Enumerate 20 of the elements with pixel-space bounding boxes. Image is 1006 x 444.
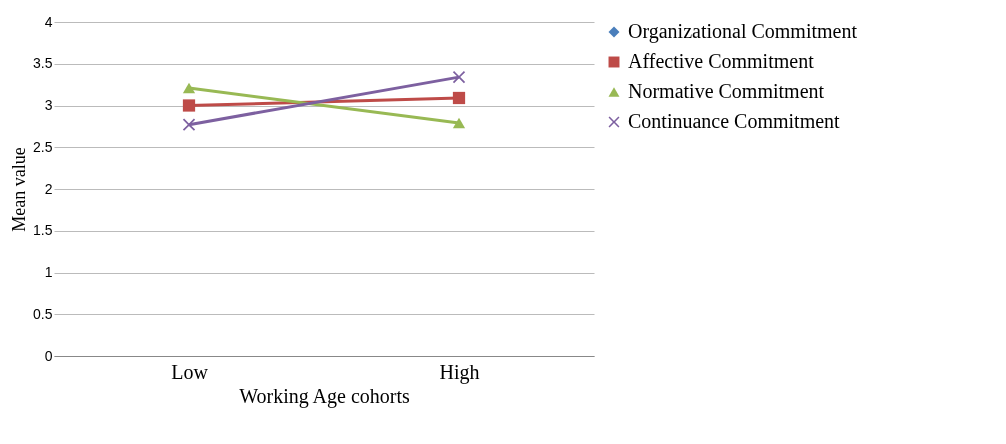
point [452,91,466,105]
point [452,70,466,84]
point [182,99,196,112]
legend-label: Organizational Commitment [628,20,858,43]
y-tick-label: 1 [44,264,53,280]
x-tick-label: Low [171,360,209,383]
y-tick-label: 1.5 [33,222,53,239]
y-tick-label: 0 [44,347,53,364]
legend-label: Affective Commitment [628,50,815,72]
y-tick-label: 2.5 [33,138,53,155]
y-tick-label: 4 [44,13,53,30]
y-tick-label: 3 [44,97,53,113]
y-tick-label: 2 [44,180,53,197]
y-tick-label: 3.5 [33,55,53,72]
x-tick-label: High [439,360,480,384]
legend-label: Normative Commitment [628,80,825,102]
y-axis-title: Mean value [9,147,30,232]
y-tick-label: 0.5 [33,305,53,322]
x-axis-title: Working Age cohorts [239,384,411,408]
legend-label: Continuance Commitment [628,110,841,132]
